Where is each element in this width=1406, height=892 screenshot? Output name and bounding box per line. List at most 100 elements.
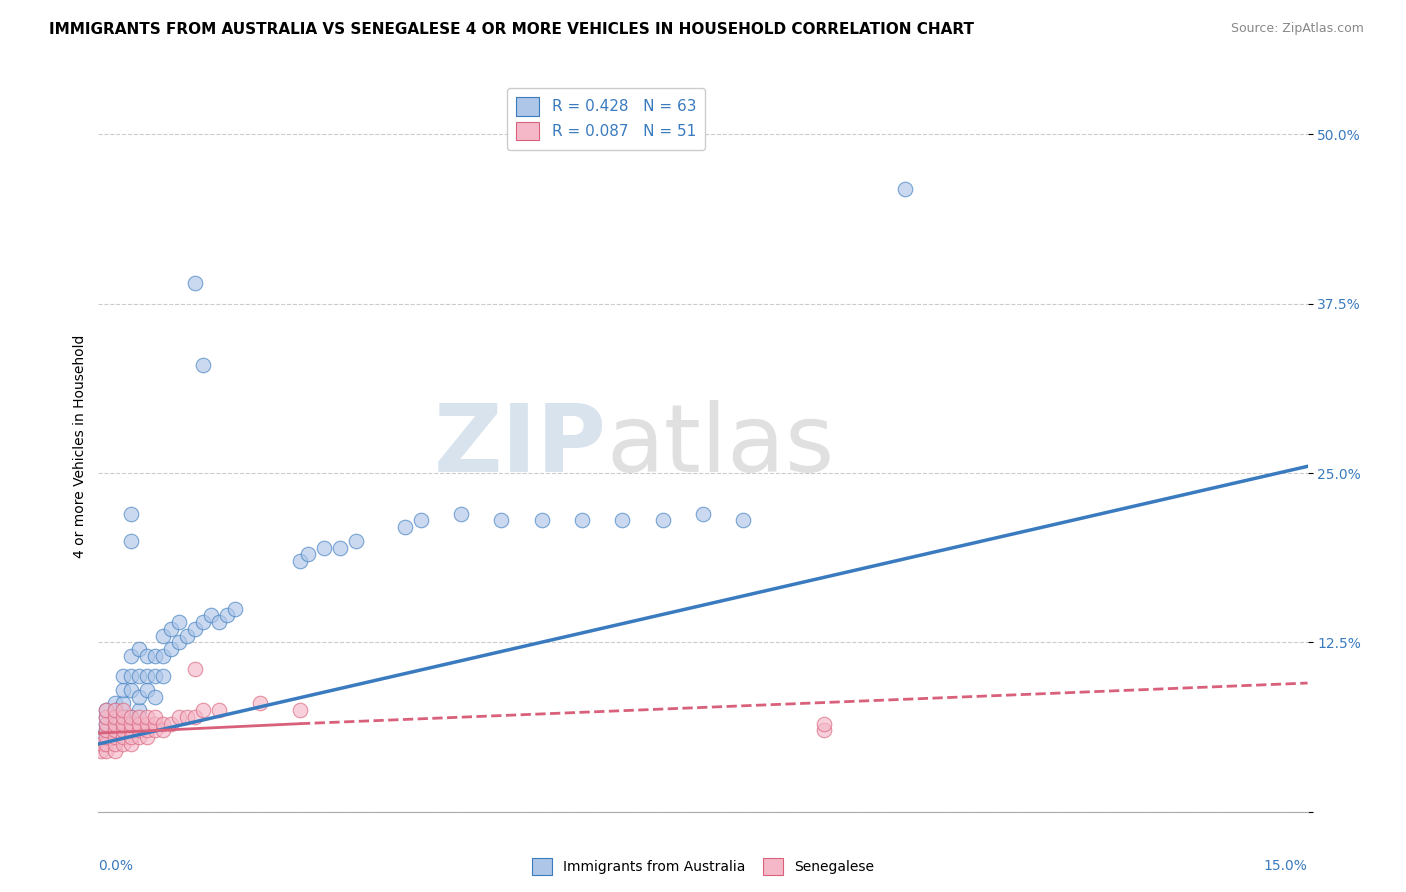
Point (193, 358, 215, 372)
Point (120, 716, 142, 731)
Point (96, 716, 118, 731)
Point (103, 723, 125, 738)
Point (813, 716, 835, 731)
Point (160, 716, 183, 731)
Point (111, 669, 134, 683)
Point (120, 710, 142, 724)
Point (530, 514, 553, 528)
Point (143, 648, 166, 663)
Point (135, 710, 157, 724)
Point (120, 682, 142, 697)
Point (96, 710, 118, 724)
Point (329, 541, 352, 555)
Point (612, 514, 634, 528)
Point (152, 629, 174, 643)
Point (571, 514, 593, 528)
Point (152, 669, 174, 683)
Point (96, 723, 118, 738)
Point (135, 730, 157, 744)
Point (152, 723, 174, 738)
Point (224, 601, 246, 615)
Text: Source: ZipAtlas.com: Source: ZipAtlas.com (1230, 22, 1364, 36)
Point (813, 723, 835, 738)
Point (111, 697, 134, 711)
Point (152, 648, 174, 663)
Point (893, 181, 915, 195)
Point (217, 608, 239, 623)
Point (733, 514, 755, 528)
Point (96, 723, 118, 738)
Point (184, 622, 207, 636)
Text: 0.0%: 0.0% (98, 859, 134, 873)
Point (120, 723, 142, 738)
Point (96, 716, 118, 731)
Point (103, 703, 125, 717)
Point (128, 723, 150, 738)
Point (184, 277, 207, 291)
Point (394, 520, 416, 534)
Legend: R = 0.428   N = 63, R = 0.087   N = 51: R = 0.428 N = 63, R = 0.087 N = 51 (508, 88, 706, 150)
Point (135, 682, 157, 697)
Point (167, 615, 190, 629)
Point (111, 703, 134, 717)
Point (111, 730, 134, 744)
Point (128, 690, 150, 704)
Point (103, 716, 125, 731)
Point (167, 710, 190, 724)
Point (128, 642, 150, 657)
Point (90, 744, 112, 758)
Point (120, 648, 142, 663)
Legend: Immigrants from Australia, Senegalese: Immigrants from Australia, Senegalese (526, 853, 880, 880)
Point (143, 723, 166, 738)
Point (111, 710, 134, 724)
Point (143, 710, 166, 724)
Point (103, 703, 125, 717)
Point (103, 697, 125, 711)
Point (103, 723, 125, 738)
Point (103, 710, 125, 724)
Point (91, 737, 114, 751)
Point (103, 716, 125, 731)
Point (128, 710, 150, 724)
Point (96, 730, 118, 744)
Text: 15.0%: 15.0% (1264, 859, 1308, 873)
Point (111, 723, 134, 738)
Point (450, 507, 472, 521)
Point (193, 615, 215, 629)
Point (160, 642, 183, 657)
Text: ZIP: ZIP (433, 400, 606, 492)
Point (288, 554, 311, 568)
Point (96, 737, 118, 751)
Point (111, 710, 134, 724)
Point (103, 710, 125, 724)
Text: atlas: atlas (606, 400, 835, 492)
Point (314, 541, 336, 555)
Point (651, 514, 673, 528)
Y-axis label: 4 or more Vehicles in Household: 4 or more Vehicles in Household (73, 334, 87, 558)
Point (491, 514, 513, 528)
Point (120, 507, 142, 521)
Point (152, 716, 174, 731)
Point (96, 710, 118, 724)
Point (193, 703, 215, 717)
Point (208, 703, 231, 717)
Point (120, 533, 142, 548)
Point (692, 507, 714, 521)
Point (135, 648, 157, 663)
Point (143, 716, 166, 731)
Point (135, 716, 157, 731)
Point (103, 730, 125, 744)
Point (176, 629, 198, 643)
Point (143, 669, 166, 683)
Point (135, 669, 157, 683)
Point (184, 710, 207, 724)
Point (111, 737, 134, 751)
Point (96, 703, 118, 717)
Point (128, 669, 150, 683)
Point (249, 697, 271, 711)
Point (120, 710, 142, 724)
Point (143, 690, 166, 704)
Point (96, 744, 118, 758)
Point (103, 737, 125, 751)
Point (96, 703, 118, 717)
